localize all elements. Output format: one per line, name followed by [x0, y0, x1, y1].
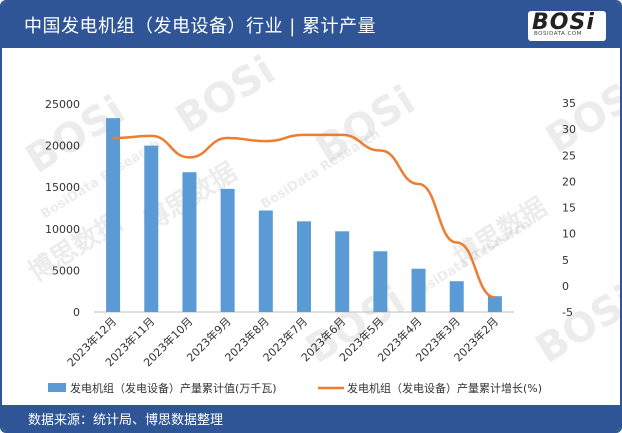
line-series	[113, 133, 496, 299]
y-left-tick-label: 15000	[45, 181, 80, 194]
footer-bar: 数据来源：统计局、博思数据整理	[2, 405, 620, 431]
y-right-tick-label: 25	[562, 149, 576, 162]
y-left-tick-label: 0	[73, 306, 80, 319]
data-source: 数据来源：统计局、博思数据整理	[28, 413, 224, 428]
bar	[144, 145, 159, 312]
logo-subtext: BOSIDATA.COM	[534, 31, 582, 37]
bar	[335, 231, 350, 312]
y-right-tick-label: 15	[562, 202, 576, 215]
y-left-tick-label: 5000	[52, 264, 80, 277]
y-left-tick-label: 20000	[45, 140, 80, 153]
y-right-tick-label: 5	[562, 254, 569, 267]
legend-label-bar: 发电机组（发电设备）产量累计值(万千瓦)	[70, 381, 277, 395]
legend-label-line: 发电机组（发电设备）产量累计增长(%)	[347, 381, 542, 395]
brand-logo: BOSi BOSIDATA.COM	[528, 10, 606, 41]
y-left-tick-label: 25000	[45, 98, 80, 111]
y-right-tick-label: 35	[562, 97, 576, 110]
y-right-tick-label: 30	[562, 123, 576, 136]
page-title: 中国发电机组（发电设备）行业 | 累计产量	[24, 16, 377, 37]
bar	[106, 118, 121, 312]
header-bar: 中国发电机组（发电设备）行业 | 累计产量 BOSi BOSIDATA.COM	[2, 2, 620, 48]
legend-swatch-bar	[48, 383, 66, 392]
bar	[411, 268, 426, 312]
y-right-tick-label: 0	[562, 280, 569, 293]
logo-wordmark: BOSi	[532, 10, 595, 35]
bar	[182, 172, 197, 312]
bar	[297, 221, 311, 312]
bar	[449, 281, 464, 312]
bar	[373, 251, 388, 312]
y-left-tick-label: 10000	[45, 223, 80, 236]
y-right-tick-label: 20	[562, 175, 576, 188]
y-right-tick-label: -5	[562, 306, 573, 319]
y-right-tick-label: 10	[562, 228, 576, 241]
bar	[487, 296, 502, 312]
chart-area: 0 5000 10000 15000 20000 25000 -5 0 5 10 15 20 25 30 3…	[45, 97, 576, 395]
bar	[220, 188, 235, 312]
bar	[258, 210, 273, 312]
